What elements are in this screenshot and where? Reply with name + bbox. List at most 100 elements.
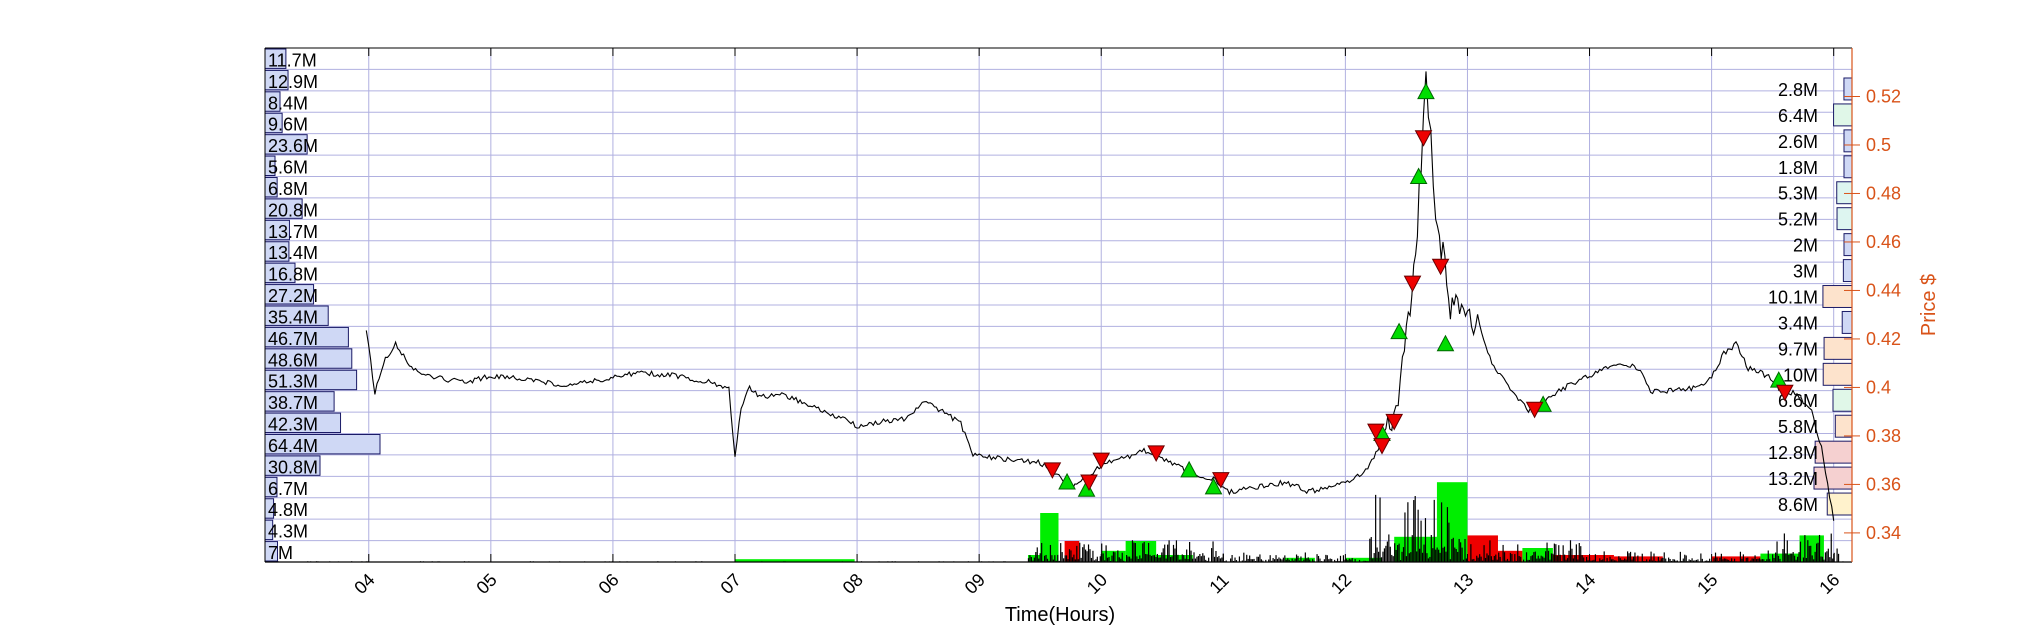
volume-profile-label-right: 6.4M bbox=[1778, 106, 1818, 126]
sell-marker bbox=[1212, 472, 1230, 489]
x-tick-label: 07 bbox=[717, 570, 745, 598]
volume-profile-label-left: 42.3M bbox=[268, 415, 318, 435]
volume-profile-label-right: 2.8M bbox=[1778, 80, 1818, 100]
volume-profile-label-right: 2.6M bbox=[1778, 132, 1818, 152]
volume-profile-bar-right bbox=[1834, 414, 1853, 438]
x-tick-label: 05 bbox=[472, 570, 500, 598]
volume-profile-bar-right bbox=[1843, 129, 1853, 153]
volume-profile-bar-right bbox=[1843, 233, 1853, 257]
volume-profile-bar-right bbox=[1841, 310, 1853, 334]
volume-bar bbox=[1064, 541, 1080, 562]
x-tick-label: 15 bbox=[1693, 570, 1721, 598]
volume-profile-label-right: 2M bbox=[1793, 236, 1818, 256]
x-tick-label: 04 bbox=[350, 570, 378, 598]
volume-bar bbox=[1040, 513, 1059, 562]
volume-bar bbox=[1760, 553, 1800, 562]
volume-profile-label-left: 13.4M bbox=[268, 243, 318, 263]
sell-marker bbox=[1367, 423, 1385, 441]
volume-profile-label-left: 12.9M bbox=[268, 72, 318, 92]
volume-profile-left: 11.7M12.9M8.4M9.6M23.6M5.6M6.8M20.8M13.7… bbox=[264, 48, 381, 563]
trade-markers bbox=[1043, 82, 1794, 497]
x-tick-label: 12 bbox=[1327, 570, 1355, 598]
grid bbox=[265, 47, 1852, 563]
x-axis-label: Time(Hours) bbox=[1005, 604, 1115, 625]
x-tick-label: 13 bbox=[1449, 570, 1477, 598]
sell-marker bbox=[1385, 413, 1404, 431]
volume-profile-bar-right bbox=[1843, 155, 1853, 179]
volume-profile-label-left: 64.4M bbox=[268, 436, 318, 456]
volume-profile-label-left: 27.2M bbox=[268, 286, 318, 306]
volume-profile-label-left: 4.8M bbox=[268, 500, 308, 520]
volume-profile-label-left: 5.6M bbox=[268, 158, 308, 178]
volume-profile-label-right: 5.8M bbox=[1778, 417, 1818, 437]
y-tick-label: 0.46 bbox=[1866, 232, 1901, 252]
volume-profile-label-right: 10.1M bbox=[1768, 287, 1818, 307]
volume-profile-label-left: 9.6M bbox=[268, 115, 308, 135]
volume-profile-label-left: 20.8M bbox=[268, 200, 318, 220]
volume-bar bbox=[734, 559, 855, 562]
buy-marker bbox=[1409, 167, 1428, 184]
y-axis-label-right: Price $ bbox=[1918, 274, 1940, 336]
sell-marker bbox=[1525, 401, 1544, 419]
volume-profile-label-left: 6.8M bbox=[268, 179, 308, 199]
sell-marker bbox=[1147, 445, 1165, 462]
y-tick-label: 0.52 bbox=[1866, 86, 1901, 106]
volume-profile-label-left: 46.7M bbox=[268, 329, 318, 349]
volume-bar bbox=[1284, 557, 1315, 562]
buy-marker bbox=[1417, 82, 1435, 100]
sell-marker bbox=[1414, 130, 1433, 147]
volume-profile-label-right: 13.2M bbox=[1768, 469, 1818, 489]
buy-marker bbox=[1436, 334, 1455, 352]
volume-profile-bar-right bbox=[1836, 181, 1853, 205]
volume-profile-label-right: 10M bbox=[1783, 365, 1818, 385]
volume-profile-bar-right bbox=[1813, 466, 1853, 490]
volume-profile-label-left: 48.6M bbox=[268, 350, 318, 370]
y-tick-label: 0.38 bbox=[1866, 426, 1901, 446]
buy-marker bbox=[1204, 477, 1223, 495]
volume-profile-label-right: 3M bbox=[1793, 262, 1818, 282]
volume-profile-label-right: 8.6M bbox=[1778, 495, 1818, 515]
volume-profile-label-right: 12.8M bbox=[1768, 443, 1818, 463]
volume-bar bbox=[1345, 557, 1383, 562]
volume-profile-bar-right bbox=[1836, 207, 1853, 231]
volume-profile-label-left: 16.8M bbox=[268, 265, 318, 285]
volume-profile-label-right: 5.3M bbox=[1778, 184, 1818, 204]
x-tick-label: 11 bbox=[1205, 570, 1232, 597]
volume-profile-label-right: 1.8M bbox=[1778, 158, 1818, 178]
y-tick-label: 0.34 bbox=[1866, 523, 1901, 543]
y-tick-label: 0.4 bbox=[1866, 377, 1891, 397]
sell-marker bbox=[1373, 438, 1391, 455]
sell-marker bbox=[1080, 474, 1098, 492]
volume-profile-label-left: 35.4M bbox=[268, 307, 318, 327]
y-tick-label: 0.44 bbox=[1866, 280, 1901, 300]
volume-profile-bar-right bbox=[1842, 259, 1853, 283]
volume-profile-bar-right bbox=[1823, 336, 1853, 360]
volume-bars bbox=[276, 482, 1844, 562]
x-tick-label: 08 bbox=[839, 570, 867, 598]
volume-bar bbox=[1711, 556, 1761, 562]
volume-profile-label-right: 9.7M bbox=[1778, 339, 1818, 359]
axes: 04 05 06 07 08 09 10 11 12 13 14 15 16 0.34 0.36 0.38 0.… bbox=[264, 47, 1901, 598]
x-tick-label: 14 bbox=[1571, 570, 1599, 598]
buy-marker bbox=[1390, 322, 1408, 340]
volume-bar bbox=[1467, 535, 1498, 562]
volume-profile-right: 2.8M 6.4M 2.6M 1.8M 5.3M 5.2M 2M 3M 10.1M 3.4M 9.7… bbox=[1768, 77, 1853, 516]
sell-marker bbox=[1431, 258, 1450, 276]
sell-marker bbox=[1403, 275, 1422, 293]
volume-profile-label-left: 6.7M bbox=[268, 479, 308, 499]
volume-profile-bar-right bbox=[1833, 103, 1853, 127]
sell-marker bbox=[1092, 452, 1111, 470]
volume-profile-label-left: 51.3M bbox=[268, 372, 318, 392]
volume-profile-label-left: 13.7M bbox=[268, 222, 318, 242]
volume-profile-label-left: 38.7M bbox=[268, 393, 318, 413]
volume-profile-label-left: 30.8M bbox=[268, 457, 318, 477]
buy-marker bbox=[1077, 480, 1096, 497]
y-tick-label: 0.48 bbox=[1866, 183, 1901, 203]
volume-profile-label-left: 23.6M bbox=[268, 136, 318, 156]
y-tick-label: 0.42 bbox=[1866, 329, 1901, 349]
volume-profile-label-right: 5.2M bbox=[1778, 210, 1818, 230]
volume-profile-label-left: 7M bbox=[268, 543, 293, 563]
volume-profile-bar-right bbox=[1822, 362, 1853, 386]
volume-profile-label-left: 8.4M bbox=[268, 93, 308, 113]
